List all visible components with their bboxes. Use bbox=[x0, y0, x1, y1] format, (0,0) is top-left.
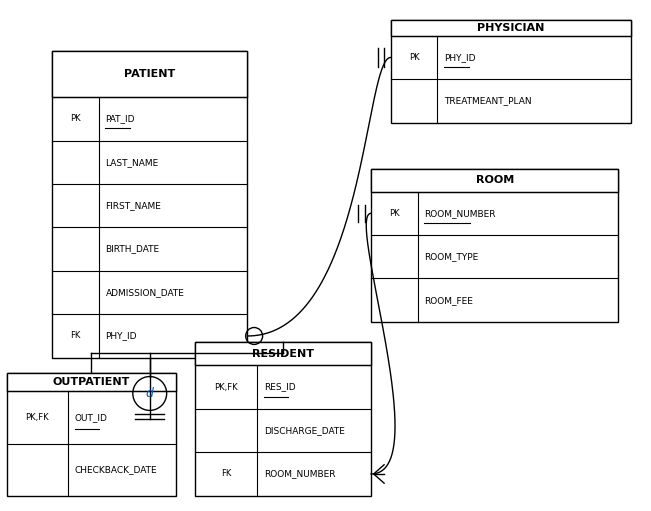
Bar bbox=[195, 342, 371, 365]
Text: ADMISSION_DATE: ADMISSION_DATE bbox=[105, 288, 184, 297]
Text: LAST_NAME: LAST_NAME bbox=[105, 158, 159, 167]
Text: TREATMEANT_PLAN: TREATMEANT_PLAN bbox=[444, 97, 532, 105]
Text: OUTPATIENT: OUTPATIENT bbox=[53, 377, 130, 387]
Text: OUT_ID: OUT_ID bbox=[75, 413, 107, 422]
Bar bbox=[195, 342, 371, 496]
Text: PK,FK: PK,FK bbox=[25, 413, 49, 422]
Bar bbox=[371, 169, 618, 322]
Bar bbox=[52, 51, 247, 97]
Text: PHYSICIAN: PHYSICIAN bbox=[477, 23, 545, 33]
Text: ROOM: ROOM bbox=[476, 175, 514, 185]
Text: RES_ID: RES_ID bbox=[264, 383, 296, 391]
Text: ROOM_FEE: ROOM_FEE bbox=[424, 296, 473, 305]
Text: DISCHARGE_DATE: DISCHARGE_DATE bbox=[264, 426, 344, 435]
Text: PAT_ID: PAT_ID bbox=[105, 114, 135, 123]
Text: FIRST_NAME: FIRST_NAME bbox=[105, 201, 161, 210]
Bar bbox=[7, 373, 176, 391]
Bar bbox=[7, 373, 176, 496]
Text: ROOM_NUMBER: ROOM_NUMBER bbox=[264, 470, 335, 478]
Text: d: d bbox=[146, 387, 154, 400]
Bar bbox=[391, 20, 631, 36]
Text: BIRTH_DATE: BIRTH_DATE bbox=[105, 245, 159, 253]
Text: PK: PK bbox=[409, 53, 419, 62]
Text: ROOM_TYPE: ROOM_TYPE bbox=[424, 252, 478, 261]
Text: PATIENT: PATIENT bbox=[124, 69, 175, 79]
Text: PK: PK bbox=[389, 209, 400, 218]
Text: ROOM_NUMBER: ROOM_NUMBER bbox=[424, 209, 496, 218]
Bar bbox=[52, 51, 247, 358]
Text: PK: PK bbox=[70, 114, 81, 123]
Bar bbox=[391, 20, 631, 123]
Bar bbox=[371, 169, 618, 192]
Text: PK,FK: PK,FK bbox=[214, 383, 238, 391]
Text: PHY_ID: PHY_ID bbox=[105, 332, 137, 340]
Text: CHECKBACK_DATE: CHECKBACK_DATE bbox=[75, 465, 158, 474]
Text: RESIDENT: RESIDENT bbox=[252, 349, 314, 359]
Text: FK: FK bbox=[70, 332, 81, 340]
Text: FK: FK bbox=[221, 470, 231, 478]
Text: PHY_ID: PHY_ID bbox=[444, 53, 475, 62]
